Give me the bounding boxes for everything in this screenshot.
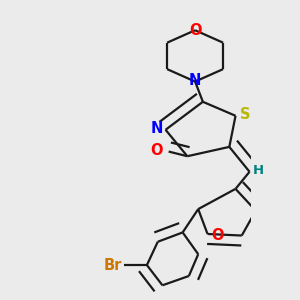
Text: O: O <box>189 23 201 38</box>
Text: N: N <box>151 121 163 136</box>
Text: Br: Br <box>103 258 122 273</box>
Text: O: O <box>211 228 224 243</box>
Text: S: S <box>240 107 250 122</box>
Text: H: H <box>253 164 264 177</box>
Text: O: O <box>151 143 163 158</box>
Text: N: N <box>189 73 201 88</box>
